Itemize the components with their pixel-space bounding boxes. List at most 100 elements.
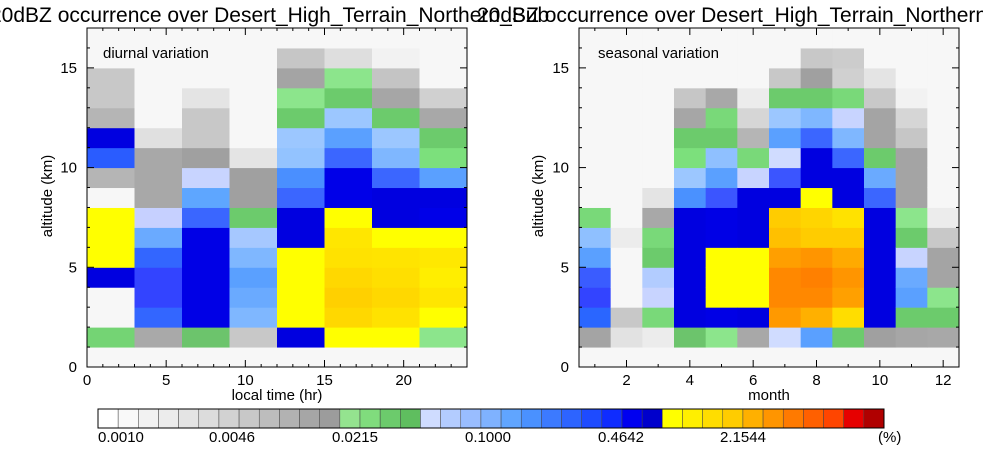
right-heatmap-cell bbox=[769, 227, 802, 248]
colorbar-swatch bbox=[682, 408, 703, 429]
right-heatmap-cell bbox=[800, 327, 833, 348]
seasonal-panel: 20dBZ occurrence over Desert_High_Terrai… bbox=[477, 4, 983, 404]
right-heatmap-cell bbox=[737, 187, 770, 208]
right-heatmap-cell bbox=[864, 247, 897, 268]
left-heatmap-cell bbox=[134, 28, 183, 49]
right-heatmap-cell bbox=[737, 307, 770, 328]
right-heatmap-cell bbox=[705, 67, 738, 89]
left-heatmap-cell bbox=[87, 227, 135, 248]
right-heatmap-cell bbox=[927, 167, 960, 189]
right-heatmap-cell bbox=[610, 307, 643, 328]
left-heatmap-cell bbox=[277, 147, 325, 169]
right-y-axis-label: altitude (km) bbox=[530, 155, 547, 238]
left-heatmap-cell bbox=[229, 287, 278, 308]
right-heatmap-cell bbox=[674, 107, 707, 129]
right-heatmap-cell bbox=[610, 187, 643, 208]
left-heatmap-cell bbox=[134, 87, 183, 109]
right-heatmap-cell bbox=[864, 227, 897, 248]
colorbar-tick-label: 0.4642 bbox=[598, 429, 644, 446]
left-heatmap-cell bbox=[372, 28, 420, 49]
left-heatmap-cell bbox=[87, 67, 135, 89]
colorbar-swatch bbox=[561, 408, 582, 429]
right-heatmap-cell bbox=[579, 207, 612, 228]
right-heatmap-cell bbox=[832, 267, 865, 288]
left-heatmap-cell bbox=[419, 67, 468, 89]
left-heatmap-cell bbox=[87, 28, 135, 49]
left-heatmap-cell bbox=[134, 307, 183, 328]
colorbar-swatch bbox=[158, 408, 179, 429]
right-heatmap-cell bbox=[705, 207, 738, 228]
left-heatmap-cell bbox=[419, 327, 468, 348]
right-heatmap-cell bbox=[610, 267, 643, 288]
right-heatmap-cell bbox=[579, 87, 612, 109]
left-heatmap-cell bbox=[229, 307, 278, 328]
right-heatmap-cell bbox=[800, 207, 833, 228]
right-heatmap-cell bbox=[674, 207, 707, 228]
left-y-ticks: 0 5 10 15 bbox=[60, 47, 467, 376]
right-heatmap-cell bbox=[769, 167, 802, 189]
right-heatmap-cell bbox=[895, 227, 928, 248]
left-heatmap-cell bbox=[372, 287, 420, 308]
right-heatmap-cell bbox=[737, 207, 770, 228]
right-heatmap-cell bbox=[642, 187, 675, 208]
left-heatmap-cell bbox=[324, 127, 373, 149]
colorbar-swatch bbox=[178, 408, 200, 429]
right-heatmap-cell bbox=[674, 227, 707, 248]
left-heatmap-cell bbox=[229, 327, 278, 348]
colorbar-tick-label: 2.1544 bbox=[720, 429, 766, 446]
colorbar-swatch bbox=[541, 408, 562, 429]
colorbar-tick-label: 0.0010 bbox=[98, 429, 144, 446]
colorbar-swatch bbox=[138, 408, 159, 429]
left-heatmap-cell bbox=[419, 107, 468, 129]
right-heatmap-cell bbox=[895, 87, 928, 109]
colorbar-swatch bbox=[299, 408, 320, 429]
left-heatmap-cell bbox=[134, 207, 183, 228]
left-heatmap-cell bbox=[277, 28, 325, 49]
left-heatmap-cell bbox=[419, 187, 468, 208]
right-heatmap-cell bbox=[705, 167, 738, 189]
left-heatmap-cell bbox=[419, 47, 468, 69]
left-heatmap-cell bbox=[372, 207, 420, 228]
left-heatmap-cell bbox=[229, 107, 278, 129]
right-heatmap-cell bbox=[579, 307, 612, 328]
right-heatmap-cell bbox=[895, 147, 928, 169]
right-heatmap-cell bbox=[864, 147, 897, 169]
left-heatmap-cell bbox=[87, 147, 135, 169]
left-heatmap-cell bbox=[372, 307, 420, 328]
left-heatmap-cell bbox=[182, 307, 230, 328]
right-heatmap-cell bbox=[642, 227, 675, 248]
colorbar-swatch bbox=[722, 408, 744, 429]
colorbar-swatch bbox=[601, 408, 623, 429]
left-heatmap-cell bbox=[324, 247, 373, 268]
right-heatmap-cell bbox=[737, 28, 770, 49]
right-heatmap-cell bbox=[769, 307, 802, 328]
right-heatmap-cell bbox=[737, 247, 770, 268]
right-x-tick-label: 2 bbox=[622, 372, 630, 389]
right-heatmap-cell bbox=[895, 28, 928, 49]
colorbar-swatch bbox=[520, 408, 542, 429]
colorbar-swatch bbox=[500, 408, 522, 429]
left-x-tick-label: 15 bbox=[316, 372, 333, 389]
right-heatmap-cell bbox=[895, 47, 928, 69]
left-heatmap-cell bbox=[324, 28, 373, 49]
left-heatmap-cell bbox=[182, 227, 230, 248]
colorbar-swatch bbox=[702, 408, 724, 429]
right-heatmap-cell bbox=[864, 327, 897, 348]
left-heatmap-cell bbox=[372, 107, 420, 129]
left-heatmap-cell bbox=[277, 227, 325, 248]
left-heatmap-cell bbox=[134, 267, 183, 288]
right-x-tick-label: 6 bbox=[749, 372, 757, 389]
left-heatmap-cell bbox=[87, 287, 135, 308]
right-heatmap-cell bbox=[674, 287, 707, 308]
right-heatmap-cell bbox=[927, 28, 960, 49]
left-heatmap-cell bbox=[229, 267, 278, 288]
colorbar-swatch bbox=[460, 408, 482, 429]
left-heatmap-cell bbox=[134, 167, 183, 189]
right-heatmap-cell bbox=[610, 87, 643, 109]
left-heatmap-cell bbox=[372, 327, 420, 348]
right-heatmap-cell bbox=[579, 247, 612, 268]
right-heatmap-cell bbox=[832, 28, 865, 49]
left-heatmap-cell bbox=[324, 87, 373, 109]
right-x-ticks: 2 4 6 8 10 12 bbox=[594, 28, 952, 389]
right-y-tick-label: 10 bbox=[552, 160, 569, 177]
